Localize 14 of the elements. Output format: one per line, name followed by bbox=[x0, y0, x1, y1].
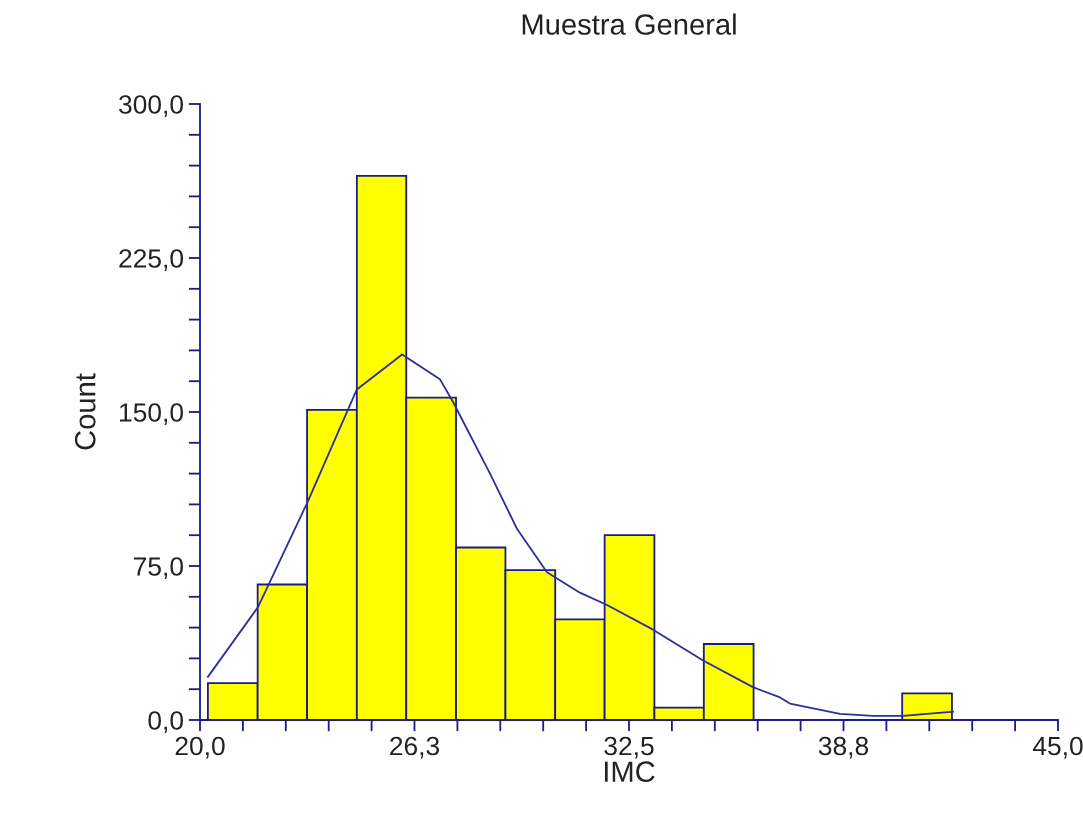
x-tick-label: 32,5 bbox=[604, 736, 654, 759]
x-tick-label: 26,3 bbox=[390, 736, 440, 759]
x-tick-label: 20,0 bbox=[175, 736, 225, 759]
y-axis-title: Count bbox=[74, 373, 96, 450]
x-axis-title: IMC bbox=[604, 761, 655, 782]
y-tick-label: 0,0 bbox=[148, 711, 183, 733]
chart-title: Muestra General bbox=[522, 13, 736, 35]
y-tick-label: 225,0 bbox=[119, 249, 183, 271]
line-series bbox=[206, 353, 954, 717]
x-tick-label: 38,8 bbox=[818, 736, 869, 759]
y-tick-label: 150,0 bbox=[120, 403, 183, 425]
x-tick-label: 45,0 bbox=[1032, 736, 1083, 759]
y-tick-label: 300,0 bbox=[119, 95, 183, 117]
y-tick-label: 75,0 bbox=[134, 557, 183, 579]
